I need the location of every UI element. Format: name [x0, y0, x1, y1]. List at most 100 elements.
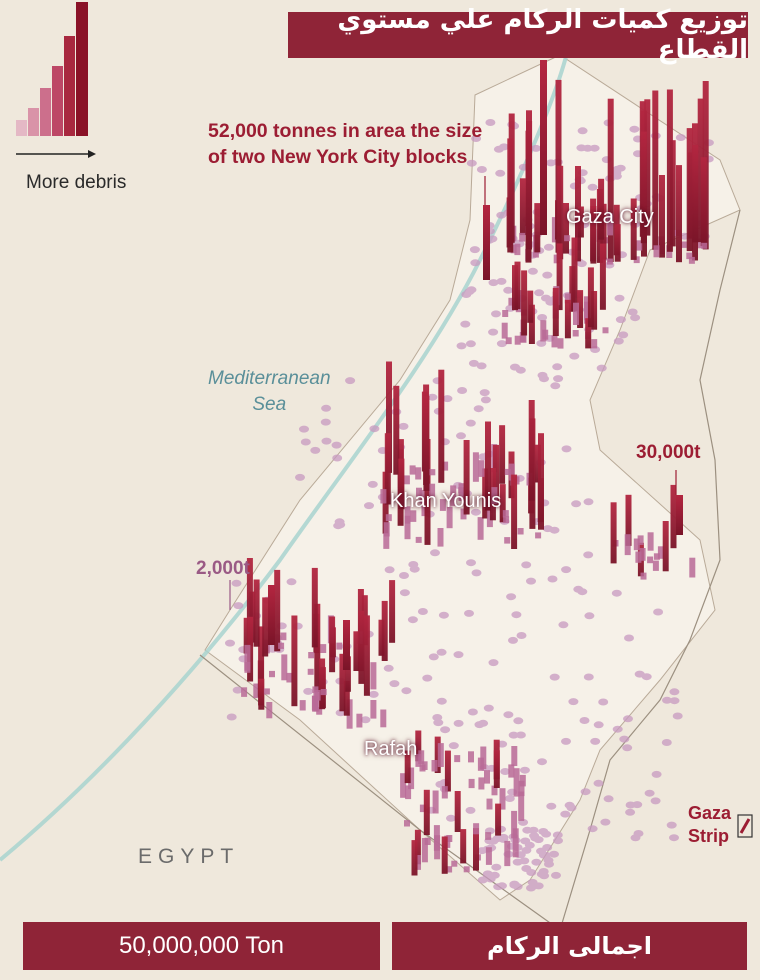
debris-dot: [438, 611, 449, 619]
debris-bar: [419, 804, 426, 813]
debris-dot: [550, 382, 561, 390]
debris-bar: [501, 322, 508, 339]
debris-dot: [561, 566, 572, 574]
legend: More debris: [12, 2, 132, 202]
debris-dot: [549, 850, 559, 858]
debris-bar: [339, 653, 346, 712]
israel-border: [559, 209, 741, 931]
debris-dot: [384, 566, 395, 574]
debris-dot: [539, 375, 549, 383]
debris-bar: [486, 798, 493, 810]
debris-bar: [421, 761, 428, 770]
debris-bar: [504, 840, 511, 867]
debris-bar: [336, 642, 343, 650]
debris-dot: [584, 612, 595, 620]
debris-bar: [344, 656, 351, 692]
debris-bar: [404, 506, 411, 524]
debris-bar: [528, 304, 535, 344]
debris-bar: [630, 198, 637, 260]
debris-bar: [274, 569, 281, 652]
debris-dot: [611, 589, 622, 597]
debris-dot: [587, 183, 598, 191]
debris-bar: [307, 668, 314, 675]
debris-bar: [602, 327, 609, 334]
debris-dot: [233, 602, 244, 610]
debris-dot: [593, 721, 604, 729]
debris-bar: [244, 644, 251, 673]
debris-bar: [662, 521, 669, 572]
debris-bar: [563, 203, 569, 254]
debris-bar: [653, 553, 660, 560]
debris-dot: [614, 294, 625, 302]
debris-bar: [253, 683, 260, 698]
debris-bar: [468, 751, 474, 763]
debris-bar: [415, 855, 421, 870]
debris-bar: [463, 866, 470, 873]
debris-dot: [624, 634, 634, 642]
debris-bar: [517, 528, 524, 535]
debris-dot: [408, 561, 419, 568]
debris-dot: [612, 725, 623, 733]
debris-bar: [380, 489, 387, 504]
debris-dot: [542, 844, 553, 851]
debris-bar: [552, 287, 559, 336]
debris-bar: [499, 484, 506, 523]
debris-bar: [507, 138, 514, 253]
debris-bar: [499, 788, 506, 810]
debris-dot: [332, 454, 343, 462]
debris-dot: [367, 480, 378, 488]
debris-bar: [557, 165, 564, 260]
debris-dot: [491, 863, 502, 871]
debris-dot: [495, 169, 506, 177]
debris-bar: [493, 444, 499, 506]
debris-dot: [650, 797, 661, 805]
debris-dot: [537, 758, 547, 766]
debris-bar: [478, 460, 485, 477]
debris-bar: [386, 361, 392, 473]
debris-bar: [403, 475, 410, 485]
debris-dot: [632, 801, 643, 809]
debris-bar: [398, 458, 405, 510]
debris-dot: [506, 593, 517, 601]
debris-dot: [320, 418, 331, 426]
debris-bar: [473, 823, 480, 835]
debris-bar: [393, 385, 400, 475]
debris-dot: [519, 766, 530, 774]
debris-bar: [676, 165, 682, 263]
debris-bar: [269, 670, 275, 678]
debris-bar: [508, 297, 515, 306]
total-debris-value: 50,000,000 Ton: [23, 922, 380, 970]
debris-bar: [591, 339, 598, 349]
debris-dot: [522, 826, 533, 834]
debris-dot: [310, 446, 321, 454]
debris-bar: [659, 175, 665, 258]
debris-dot: [430, 549, 440, 557]
debris-dot: [467, 708, 478, 716]
debris-bar: [408, 767, 415, 790]
debris-bar: [370, 662, 377, 690]
debris-dot: [672, 712, 683, 720]
debris-bar: [689, 557, 696, 578]
debris-dot: [477, 876, 488, 884]
debris-bar: [518, 791, 525, 821]
debris-bar: [404, 820, 410, 827]
debris-bar: [405, 785, 412, 800]
debris-dot: [436, 697, 447, 705]
debris-bar: [262, 597, 269, 657]
debris-dot: [510, 363, 520, 371]
debris-bar: [454, 791, 461, 832]
gaza-strip-label: Gaza Strip: [688, 802, 731, 848]
debris-dot: [504, 795, 515, 802]
debris-dot: [485, 119, 496, 126]
debris-bar: [389, 580, 396, 643]
debris-dot: [470, 508, 481, 516]
debris-dot: [345, 377, 356, 385]
debris-bar: [343, 680, 350, 716]
debris-bar: [538, 433, 544, 530]
debris-dot: [321, 437, 332, 445]
debris-dot: [225, 639, 235, 647]
debris-dot: [611, 172, 622, 180]
debris-bar: [572, 330, 579, 337]
debris-bar: [311, 695, 318, 711]
